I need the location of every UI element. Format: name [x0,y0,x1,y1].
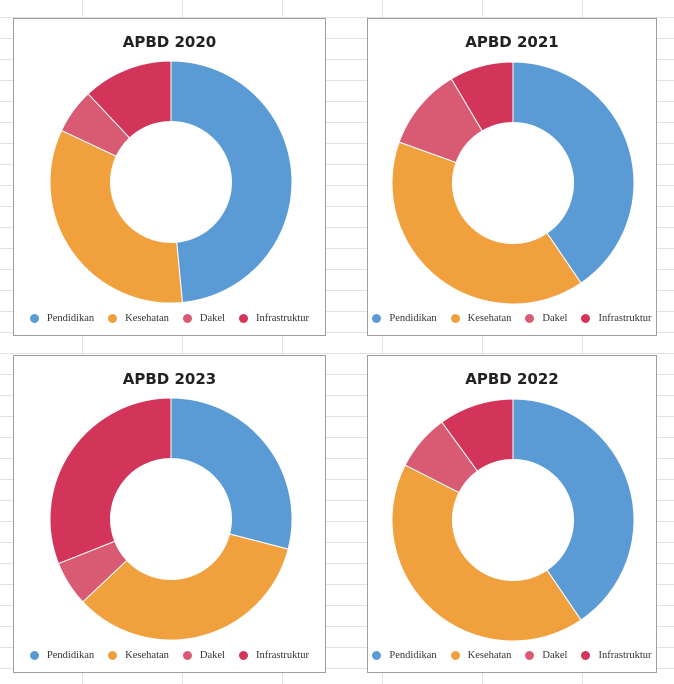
donut-slice-pendidikan [512,61,635,284]
donut-slice-kesehatan [391,464,582,642]
legend-label: Dakel [542,650,568,661]
donut-slice-pendidikan [170,397,293,550]
legend-item-dakel: Dakel [525,650,567,661]
legend-dot [238,314,248,323]
legend-label: Pendidikan [389,650,437,661]
legend-dot [29,651,39,660]
donut-chart [49,397,293,641]
chart-panel-1: APBD 2020 Pendidikan Kesehatan Dakel Inf… [13,18,326,336]
chart-title: APBD 2023 [122,370,217,388]
donut-slice-kesehatan [82,533,289,641]
chart-legend: Pendidikan Kesehatan Dakel Infrastruktur [368,650,656,661]
legend-dot [182,651,192,660]
legend-item-kesehatan: Kesehatan [450,313,512,324]
legend-label: Infrastruktur [255,650,310,661]
legend-item-pendidikan: Pendidikan [372,650,437,661]
donut-slice-pendidikan [170,60,293,304]
legend-item-infrastruktur: Infrastruktur [581,650,652,661]
chart-panel-4: APBD 2022 Pendidikan Kesehatan Dakel Inf… [367,355,657,673]
legend-item-pendidikan: Pendidikan [29,650,95,661]
legend-item-kesehatan: Kesehatan [450,650,512,661]
donut-chart [49,60,293,304]
legend-dot [581,314,591,323]
legend-dot [581,651,591,660]
legend-dot [108,651,118,660]
legend-label: Infrastruktur [255,313,310,324]
legend-dot [372,651,382,660]
legend-label: Dakel [542,313,568,324]
donut-slice-infrastruktur [49,397,172,565]
legend-dot [29,314,39,323]
legend-dot [372,314,382,323]
legend-item-dakel: Dakel [525,313,567,324]
chart-title: APBD 2022 [465,370,559,388]
donut-slice-kesehatan [49,129,183,304]
donut-chart [391,61,635,305]
legend-dot [108,314,118,323]
legend-dot [238,651,248,660]
legend-dot [525,651,535,660]
chart-panel-3: APBD 2023 Pendidikan Kesehatan Dakel Inf… [13,355,326,673]
chart-panel-2: APBD 2021 Pendidikan Kesehatan Dakel Inf… [367,18,657,336]
legend-item-infrastruktur: Infrastruktur [238,313,310,324]
donut-slice-infrastruktur [450,61,514,132]
legend-label: Kesehatan [467,313,512,324]
legend-dot [450,651,460,660]
legend-label: Dakel [199,650,225,661]
legend-item-dakel: Dakel [182,313,225,324]
legend-item-pendidikan: Pendidikan [29,313,95,324]
chart-legend: Pendidikan Kesehatan Dakel Infrastruktur [368,313,656,324]
chart-title: APBD 2020 [122,33,217,51]
legend-label: Kesehatan [125,313,169,324]
legend-label: Kesehatan [125,650,169,661]
donut-slice-kesehatan [391,141,582,305]
donut-chart [391,398,635,642]
legend-dot [525,314,535,323]
legend-label: Pendidikan [46,650,95,661]
legend-item-dakel: Dakel [182,650,225,661]
legend-label: Dakel [199,313,225,324]
legend-label: Infrastruktur [598,313,652,324]
legend-dot [450,314,460,323]
donut-slice-infrastruktur [441,398,514,472]
chart-legend: Pendidikan Kesehatan Dakel Infrastruktur [14,313,325,324]
chart-title: APBD 2021 [465,33,559,51]
legend-label: Infrastruktur [598,650,652,661]
legend-item-kesehatan: Kesehatan [108,650,169,661]
legend-dot [182,314,192,323]
legend-label: Pendidikan [389,313,437,324]
legend-item-pendidikan: Pendidikan [372,313,437,324]
legend-item-infrastruktur: Infrastruktur [238,650,310,661]
legend-label: Kesehatan [467,650,512,661]
donut-slice-pendidikan [512,398,635,621]
donut-slice-infrastruktur [87,60,172,139]
legend-label: Pendidikan [46,313,95,324]
legend-item-kesehatan: Kesehatan [108,313,169,324]
legend-item-infrastruktur: Infrastruktur [581,313,652,324]
chart-legend: Pendidikan Kesehatan Dakel Infrastruktur [14,650,325,661]
